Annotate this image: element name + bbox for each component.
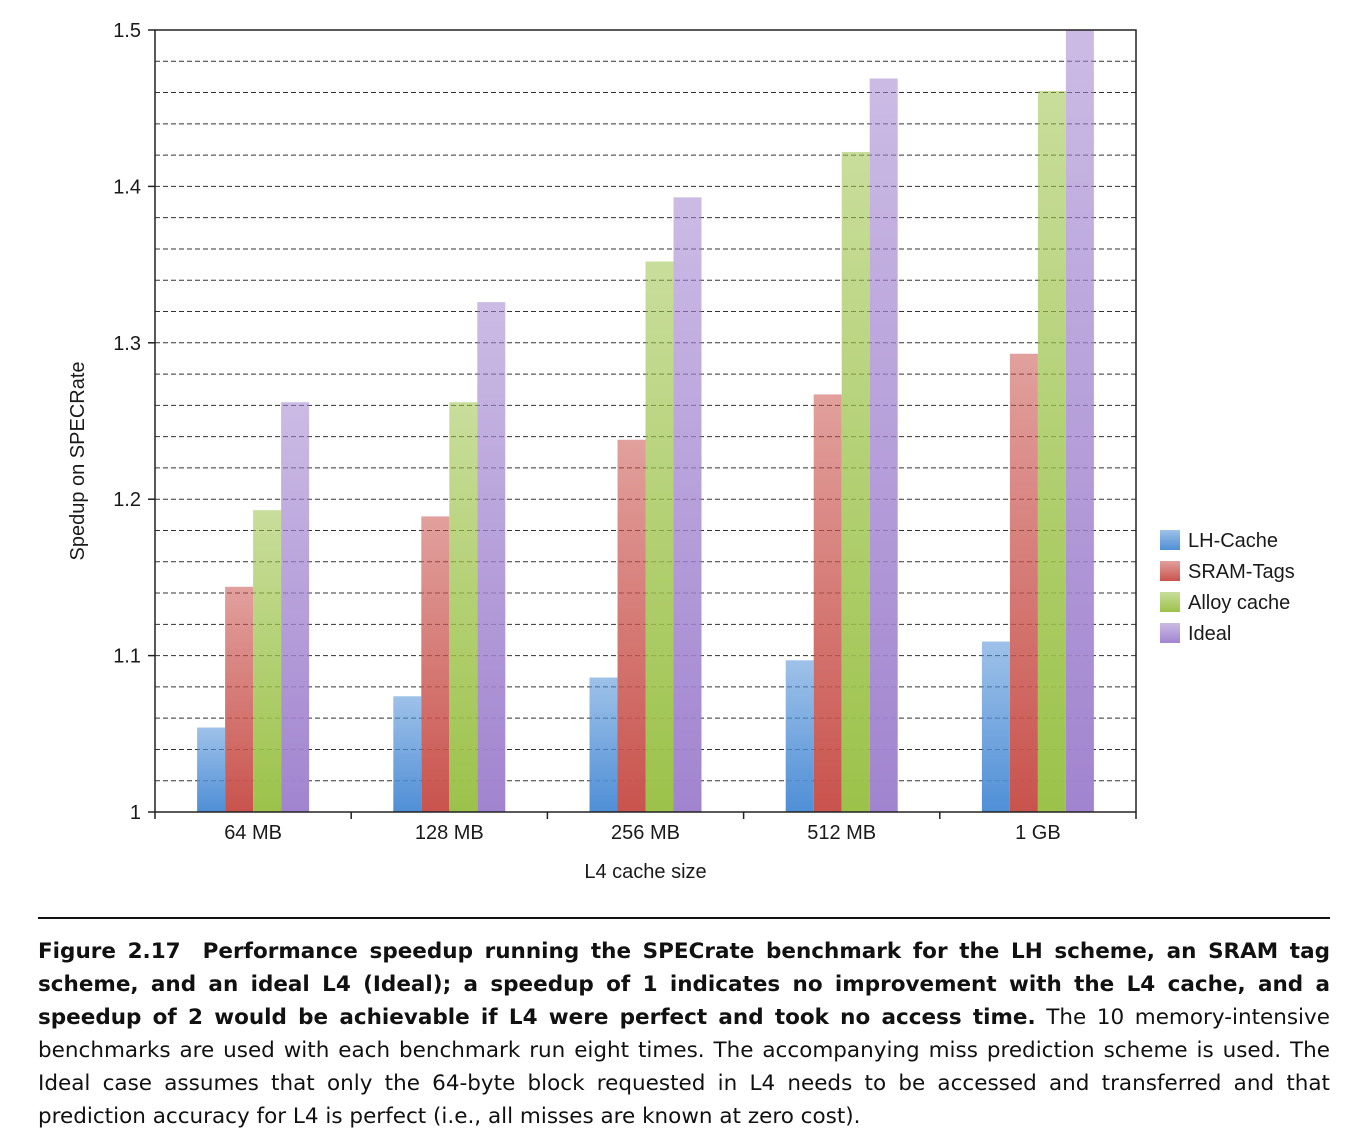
x-tick-label: 512 MB bbox=[807, 822, 876, 844]
caption-rule bbox=[38, 917, 1330, 919]
legend-swatch bbox=[1160, 623, 1180, 643]
y-tick-label: 1.1 bbox=[113, 646, 141, 668]
bar-ideal-128-mb bbox=[477, 302, 506, 812]
figure-caption: Figure 2.17 Performance speedup running … bbox=[38, 935, 1330, 1133]
plot-frame bbox=[154, 29, 1137, 813]
legend-label: Ideal bbox=[1188, 623, 1231, 645]
legend-label: Alloy cache bbox=[1188, 592, 1290, 614]
y-axis-label: Spedup on SPECRate bbox=[67, 361, 89, 560]
legend-swatch bbox=[1160, 530, 1180, 550]
bar-ideal-1-gb bbox=[1065, 30, 1094, 812]
legend-label: LH-Cache bbox=[1188, 530, 1278, 552]
x-axis-label: L4 cache size bbox=[584, 861, 706, 883]
legend: LH-Cache SRAM-Tags Alloy cache Ideal bbox=[1160, 530, 1295, 645]
bar-alloy-cache-1-gb bbox=[1037, 90, 1066, 813]
x-tick-label: 128 MB bbox=[415, 822, 484, 844]
bar-alloy-cache-256-mb bbox=[645, 261, 674, 812]
bar-sram-tags-1-gb bbox=[1009, 353, 1038, 812]
bar-ideal-64-mb bbox=[281, 402, 310, 812]
bar-sram-tags-512-mb bbox=[813, 394, 842, 812]
y-tick-label: 1.2 bbox=[113, 489, 141, 511]
speedup-bar-chart: 1 1.1 1.2 1.3 1.4 1.5 64 MB 128 MB 256 MB 512 MB 1… bbox=[67, 20, 1295, 883]
bar-lh-cache-128-mb bbox=[393, 696, 422, 812]
x-tick-label: 256 MB bbox=[611, 822, 680, 844]
bar-ideal-512-mb bbox=[869, 78, 898, 812]
bar-alloy-cache-512-mb bbox=[841, 151, 870, 812]
legend-swatch bbox=[1160, 592, 1180, 612]
y-tick-label: 1.4 bbox=[113, 176, 141, 198]
bar-sram-tags-64-mb bbox=[225, 586, 254, 812]
bar-lh-cache-256-mb bbox=[589, 677, 618, 812]
bars bbox=[197, 30, 1094, 813]
bar-lh-cache-64-mb bbox=[197, 727, 226, 812]
bar-alloy-cache-128-mb bbox=[449, 402, 478, 812]
y-tick-label: 1.3 bbox=[113, 333, 141, 355]
caption-regular-text: The 10 memory-intensive benchmarks are u… bbox=[38, 1005, 1330, 1129]
x-tick-label: 64 MB bbox=[224, 822, 282, 844]
legend-label: SRAM-Tags bbox=[1188, 561, 1295, 583]
bar-alloy-cache-64-mb bbox=[253, 510, 282, 812]
y-tick-label: 1.5 bbox=[113, 20, 141, 42]
axis-ticks: 1 1.1 1.2 1.3 1.4 1.5 64 MB 128 MB 256 MB 512 MB 1… bbox=[113, 20, 1137, 844]
legend-swatch bbox=[1160, 561, 1180, 581]
bar-lh-cache-512-mb bbox=[785, 660, 814, 812]
bar-lh-cache-1-gb bbox=[981, 641, 1010, 812]
bar-sram-tags-128-mb bbox=[421, 516, 450, 812]
y-tick-label: 1 bbox=[130, 802, 141, 824]
bar-sram-tags-256-mb bbox=[617, 439, 646, 812]
bar-ideal-256-mb bbox=[673, 197, 702, 812]
caption-label: Figure 2.17 bbox=[38, 939, 181, 964]
x-tick-label: 1 GB bbox=[1015, 822, 1061, 844]
caption-bold-text: Performance speedup running the SPECrate… bbox=[38, 939, 1330, 1030]
